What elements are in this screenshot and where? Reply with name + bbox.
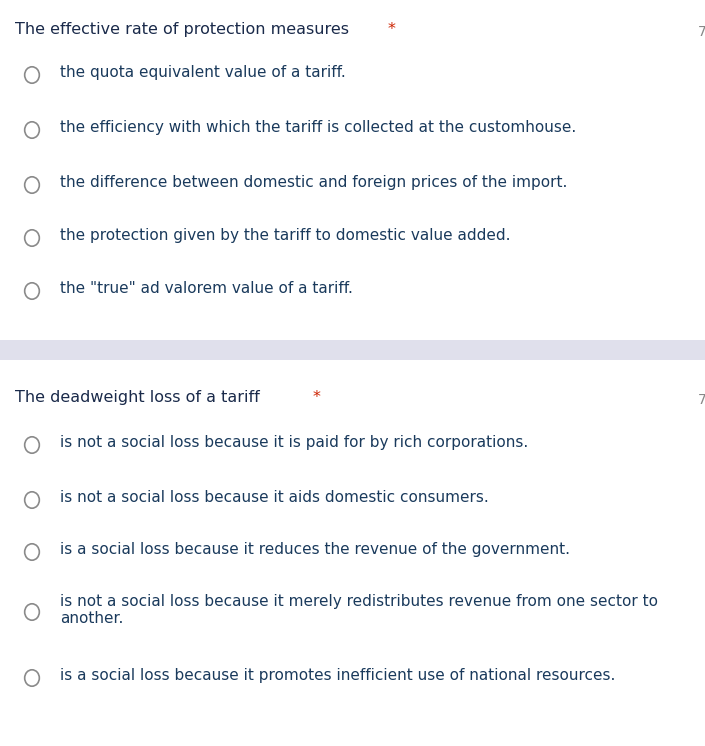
Text: is not a social loss because it aids domestic consumers.: is not a social loss because it aids dom… <box>60 490 489 505</box>
Text: is not a social loss because it is paid for by rich corporations.: is not a social loss because it is paid … <box>60 435 528 450</box>
Text: 7: 7 <box>698 25 705 39</box>
Text: the protection given by the tariff to domestic value added.: the protection given by the tariff to do… <box>60 228 510 243</box>
Text: *: * <box>388 22 396 37</box>
Text: the difference between domestic and foreign prices of the import.: the difference between domestic and fore… <box>60 175 568 190</box>
Text: the efficiency with which the tariff is collected at the customhouse.: the efficiency with which the tariff is … <box>60 120 576 135</box>
Text: 7: 7 <box>698 393 705 407</box>
Text: the "true" ad valorem value of a tariff.: the "true" ad valorem value of a tariff. <box>60 281 353 296</box>
Text: is a social loss because it reduces the revenue of the government.: is a social loss because it reduces the … <box>60 542 570 557</box>
Text: *: * <box>313 390 321 405</box>
Text: is not a social loss because it merely redistributes revenue from one sector to
: is not a social loss because it merely r… <box>60 594 658 627</box>
Text: The effective rate of protection measures: The effective rate of protection measure… <box>15 22 349 37</box>
Bar <box>0 340 705 360</box>
Text: is a social loss because it promotes inefficient use of national resources.: is a social loss because it promotes ine… <box>60 668 615 683</box>
Text: the quota equivalent value of a tariff.: the quota equivalent value of a tariff. <box>60 65 345 80</box>
Text: The deadweight loss of a tariff: The deadweight loss of a tariff <box>15 390 259 405</box>
